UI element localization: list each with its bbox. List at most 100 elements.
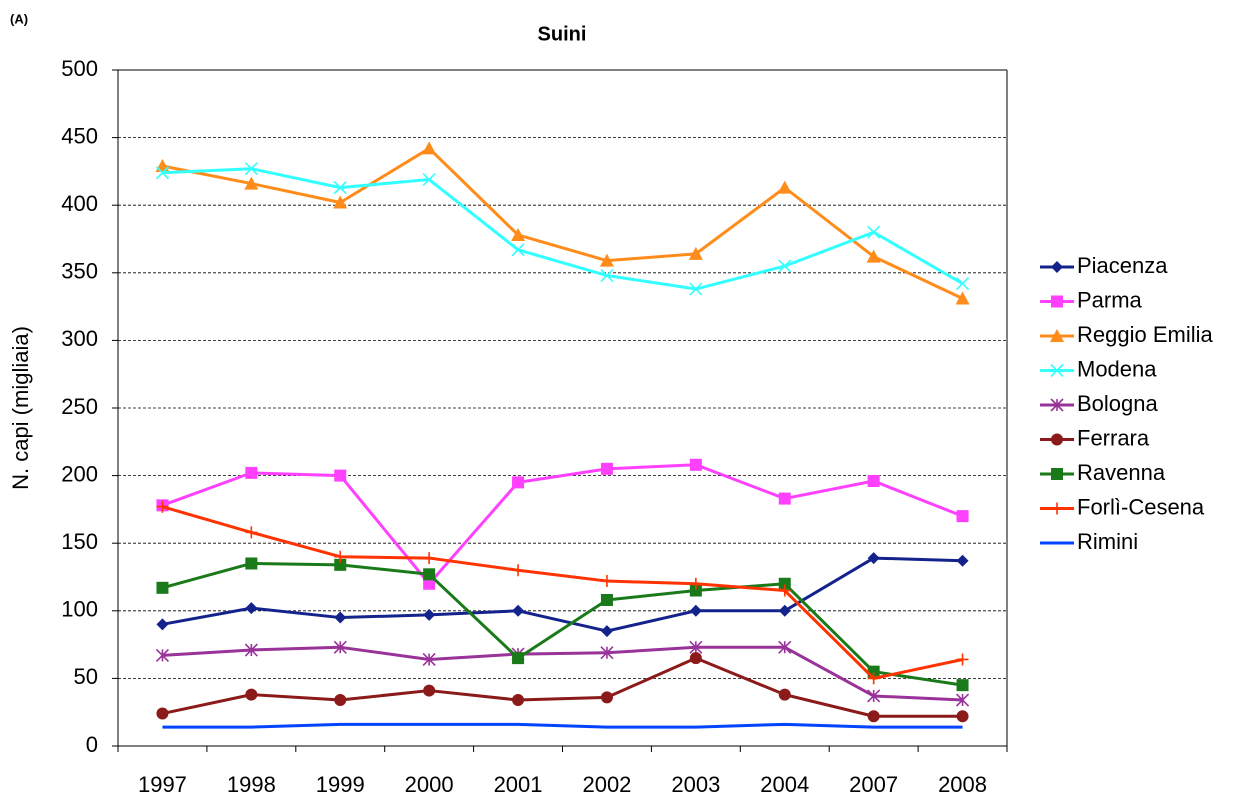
marker (600, 625, 613, 638)
marker (867, 672, 880, 685)
marker (334, 558, 347, 571)
legend-marker (1051, 468, 1063, 480)
marker (688, 246, 703, 260)
marker (244, 643, 258, 657)
marker (689, 577, 702, 590)
y-tick-label: 200 (61, 461, 98, 486)
series-line (162, 656, 963, 718)
marker (600, 691, 613, 704)
chart-title: Suini (538, 23, 587, 45)
marker (512, 564, 525, 577)
marker (423, 568, 436, 581)
marker (156, 581, 169, 594)
legend-label: Modena (1077, 356, 1157, 381)
series-line (162, 645, 963, 702)
marker (599, 253, 614, 267)
marker (600, 575, 613, 588)
marker (689, 640, 703, 654)
marker (689, 458, 702, 471)
marker (778, 640, 792, 654)
legend-label: Ravenna (1077, 460, 1166, 485)
legend-label: Ferrara (1077, 425, 1150, 450)
marker (600, 593, 613, 606)
marker (689, 652, 702, 665)
x-tick-label: 2001 (494, 772, 543, 797)
y-tick-label: 100 (61, 597, 98, 622)
marker (955, 291, 970, 305)
x-tick-label: 1998 (227, 772, 276, 797)
series-line (162, 146, 964, 300)
marker (512, 694, 525, 707)
legend-label: Parma (1077, 287, 1143, 312)
y-tick-label: 0 (86, 732, 98, 757)
marker (867, 552, 880, 565)
marker (867, 710, 880, 723)
marker (866, 249, 881, 263)
marker (955, 693, 970, 707)
marker (512, 476, 525, 489)
y-tick-label: 50 (74, 664, 98, 689)
series-line (162, 556, 963, 633)
y-tick-label: 150 (61, 529, 98, 554)
series-line (162, 722, 963, 729)
legend-marker (1051, 502, 1063, 515)
marker (956, 679, 969, 692)
marker (245, 602, 258, 615)
marker (956, 554, 969, 567)
y-tick-label: 450 (61, 123, 98, 148)
marker (244, 176, 259, 190)
marker (777, 180, 792, 194)
marker (423, 608, 436, 621)
marker (689, 282, 703, 296)
y-tick-label: 350 (61, 259, 98, 284)
marker (956, 653, 969, 666)
marker (778, 492, 791, 505)
marker (334, 550, 347, 563)
legend-label: Reggio Emilia (1077, 322, 1213, 347)
series-line (162, 561, 963, 687)
marker (155, 648, 170, 662)
marker (333, 195, 348, 209)
series-line (162, 167, 964, 291)
marker (155, 166, 170, 180)
legend-label: Rimini (1077, 529, 1138, 554)
marker (334, 694, 347, 707)
marker (512, 604, 525, 617)
marker (156, 618, 169, 631)
marker (245, 526, 258, 539)
legend-marker (1051, 433, 1063, 446)
marker (955, 277, 970, 291)
marker (778, 604, 791, 617)
marker (956, 710, 969, 723)
marker (245, 466, 258, 479)
legend-marker (1050, 363, 1064, 378)
y-tick-label: 250 (61, 394, 98, 419)
marker (778, 688, 791, 701)
marker (156, 707, 169, 720)
marker (245, 688, 258, 701)
marker (244, 162, 258, 176)
marker (867, 475, 880, 488)
marker (334, 469, 347, 482)
marker (778, 259, 792, 273)
x-tick-label: 1997 (138, 772, 187, 797)
marker (512, 652, 525, 665)
x-tick-label: 2003 (671, 772, 720, 797)
legend-marker (1051, 261, 1063, 273)
series-line (161, 463, 964, 586)
marker (689, 584, 702, 597)
marker (778, 584, 791, 597)
x-tick-label: 1999 (316, 772, 365, 797)
y-tick-label: 400 (61, 191, 98, 216)
marker (422, 172, 436, 187)
marker (423, 552, 436, 565)
marker (156, 500, 169, 513)
panel-label: (A) (10, 11, 28, 26)
marker (334, 611, 347, 624)
marker (600, 462, 613, 475)
marker (333, 640, 347, 654)
x-tick-label: 2007 (849, 772, 898, 797)
legend-marker (1050, 329, 1064, 342)
marker (600, 646, 614, 660)
